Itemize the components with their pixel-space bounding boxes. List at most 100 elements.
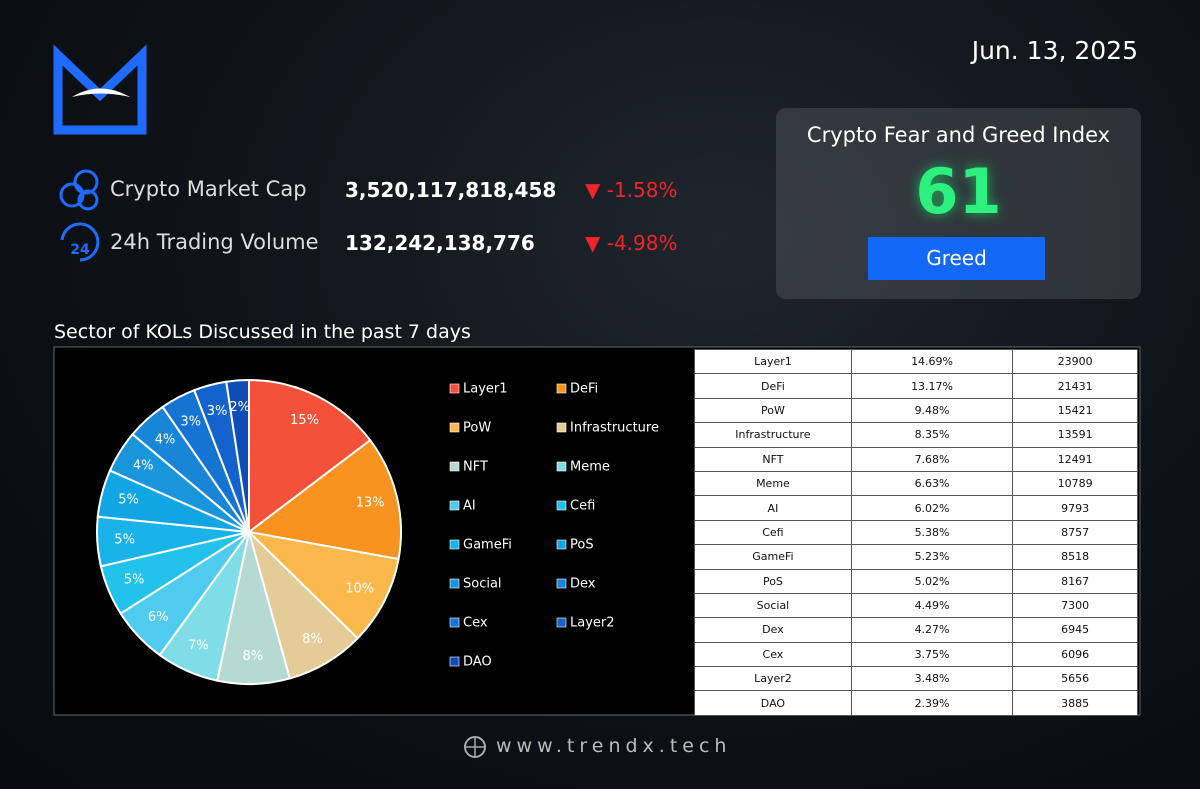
legend-label: PoW [463,421,491,436]
legend-label: Layer2 [570,616,615,631]
fear-greed-card [776,108,1141,299]
legend-label: Infrastructure [570,421,659,436]
slice-label: 15% [290,413,319,428]
table-row: AI 6.02% 9793 [694,495,1138,521]
legend-label: Cefi [570,499,595,514]
legend-label: PoS [570,538,594,553]
table-cell: PoS [694,568,852,594]
legend-label: Social [463,577,502,592]
table-cell: 12491 [1012,446,1138,472]
table-row: Social 4.49% 7300 [694,592,1138,619]
table-cell: Cefi [694,519,852,546]
slice-label: 3% [180,414,201,429]
slice-label: 3% [207,404,228,419]
table-cell: 2.39% [850,690,1014,716]
table-cell: NFT [694,446,852,472]
legend-swatch [556,500,567,511]
table-cell: Layer1 [694,348,852,375]
table-cell: AI [694,495,852,521]
table-cell: 15421 [1012,397,1138,424]
slice-label: 4% [133,459,154,474]
table-cell: 9.48% [850,397,1014,424]
table-cell: 9793 [1012,495,1138,521]
legend-label: Layer1 [463,382,508,397]
svg-text:24: 24 [70,242,90,258]
table-cell: 4.27% [850,617,1014,643]
table-cell: 7300 [1012,592,1138,619]
legend-swatch [556,422,567,433]
metric-value: 132,242,138,776 [345,231,535,255]
table-row: Infrastructure 8.35% 13591 [694,422,1138,448]
date: Jun. 13, 2025 [971,36,1138,65]
table-cell: 8.35% [850,422,1014,448]
legend-swatch [449,617,460,628]
pie-slice [245,530,400,640]
table-cell: 13.17% [850,373,1014,399]
table-cell: Dex [694,617,852,643]
pie-slice [225,378,250,533]
table-row: Dex 4.27% 6945 [694,617,1138,643]
table-row: Cefi 5.38% 8757 [694,519,1138,546]
table-cell: Layer2 [694,666,852,692]
slice-label: 8% [242,649,263,664]
legend-label: NFT [463,460,488,475]
table-row: DeFi 13.17% 21431 [694,373,1138,399]
metric-label: 24h Trading Volume [110,230,319,254]
slice-label: 10% [345,582,374,597]
table-cell: 6.63% [850,470,1014,497]
table-row: Layer2 3.48% 5656 [694,666,1138,692]
legend-label: Cex [463,616,488,631]
table-row: Layer1 14.69% 23900 [694,348,1138,375]
table-cell: GameFi [694,544,852,570]
legend-label: DAO [463,655,492,670]
legend-swatch [556,617,567,628]
table-cell: 3.48% [850,666,1014,692]
table-cell: 6945 [1012,617,1138,643]
table-cell: PoW [694,397,852,424]
table-cell: 5.38% [850,519,1014,546]
table-cell: 3885 [1012,690,1138,716]
volume-icon: 24 [60,222,100,262]
legend-swatch [449,656,460,667]
table-cell: 5.23% [850,544,1014,570]
table-cell: Infrastructure [694,422,852,448]
metric-change: ▼ -4.98% [585,231,678,255]
table-cell: DAO [694,690,852,716]
index-status: Greed [926,246,987,270]
table-row: Cex 3.75% 6096 [694,641,1138,668]
pie-slice [246,438,402,561]
slice-label: 5% [118,493,139,508]
legend-label: GameFi [463,538,512,553]
table-cell: 5656 [1012,666,1138,692]
pie-chart: 15%13%10%8%8%7%6%5%5%5%4%4%3%3% 2%Layer1 D… [96,378,659,685]
table-cell: 10789 [1012,470,1138,497]
slice-label: 5% [114,532,135,547]
legend-swatch [449,422,460,433]
table-cell: 6.02% [850,495,1014,521]
metric-change: ▼ -1.58% [585,178,678,202]
legend-swatch [449,578,460,589]
table-row: PoW 9.48% 15421 [694,397,1138,424]
table-cell: 4.49% [850,592,1014,619]
legend-swatch [449,500,460,511]
legend-swatch [556,461,567,472]
pie-slice [248,378,372,535]
table-cell: Social [694,592,852,619]
table-cell: Cex [694,641,852,668]
slice-label: 2% [229,400,250,415]
data-table: Layer1 14.69% 23900 DeFi 13.17% 21431 PoW 9.48%… [694,348,1138,716]
legend-swatch [556,539,567,550]
legend-swatch [449,539,460,550]
globe-lines [465,737,485,757]
table-cell: 8757 [1012,519,1138,546]
slice-label: 13% [356,496,385,511]
legend-label: AI [463,499,476,514]
table-cell: DeFi [694,373,852,399]
table-cell: 6096 [1012,641,1138,668]
slice-label: 6% [148,610,169,625]
logo [53,44,147,135]
table-row: GameFi 5.23% 8518 [694,544,1138,570]
footer-site: www.trendx.tech [496,735,732,757]
table-row: NFT 7.68% 12491 [694,446,1138,472]
